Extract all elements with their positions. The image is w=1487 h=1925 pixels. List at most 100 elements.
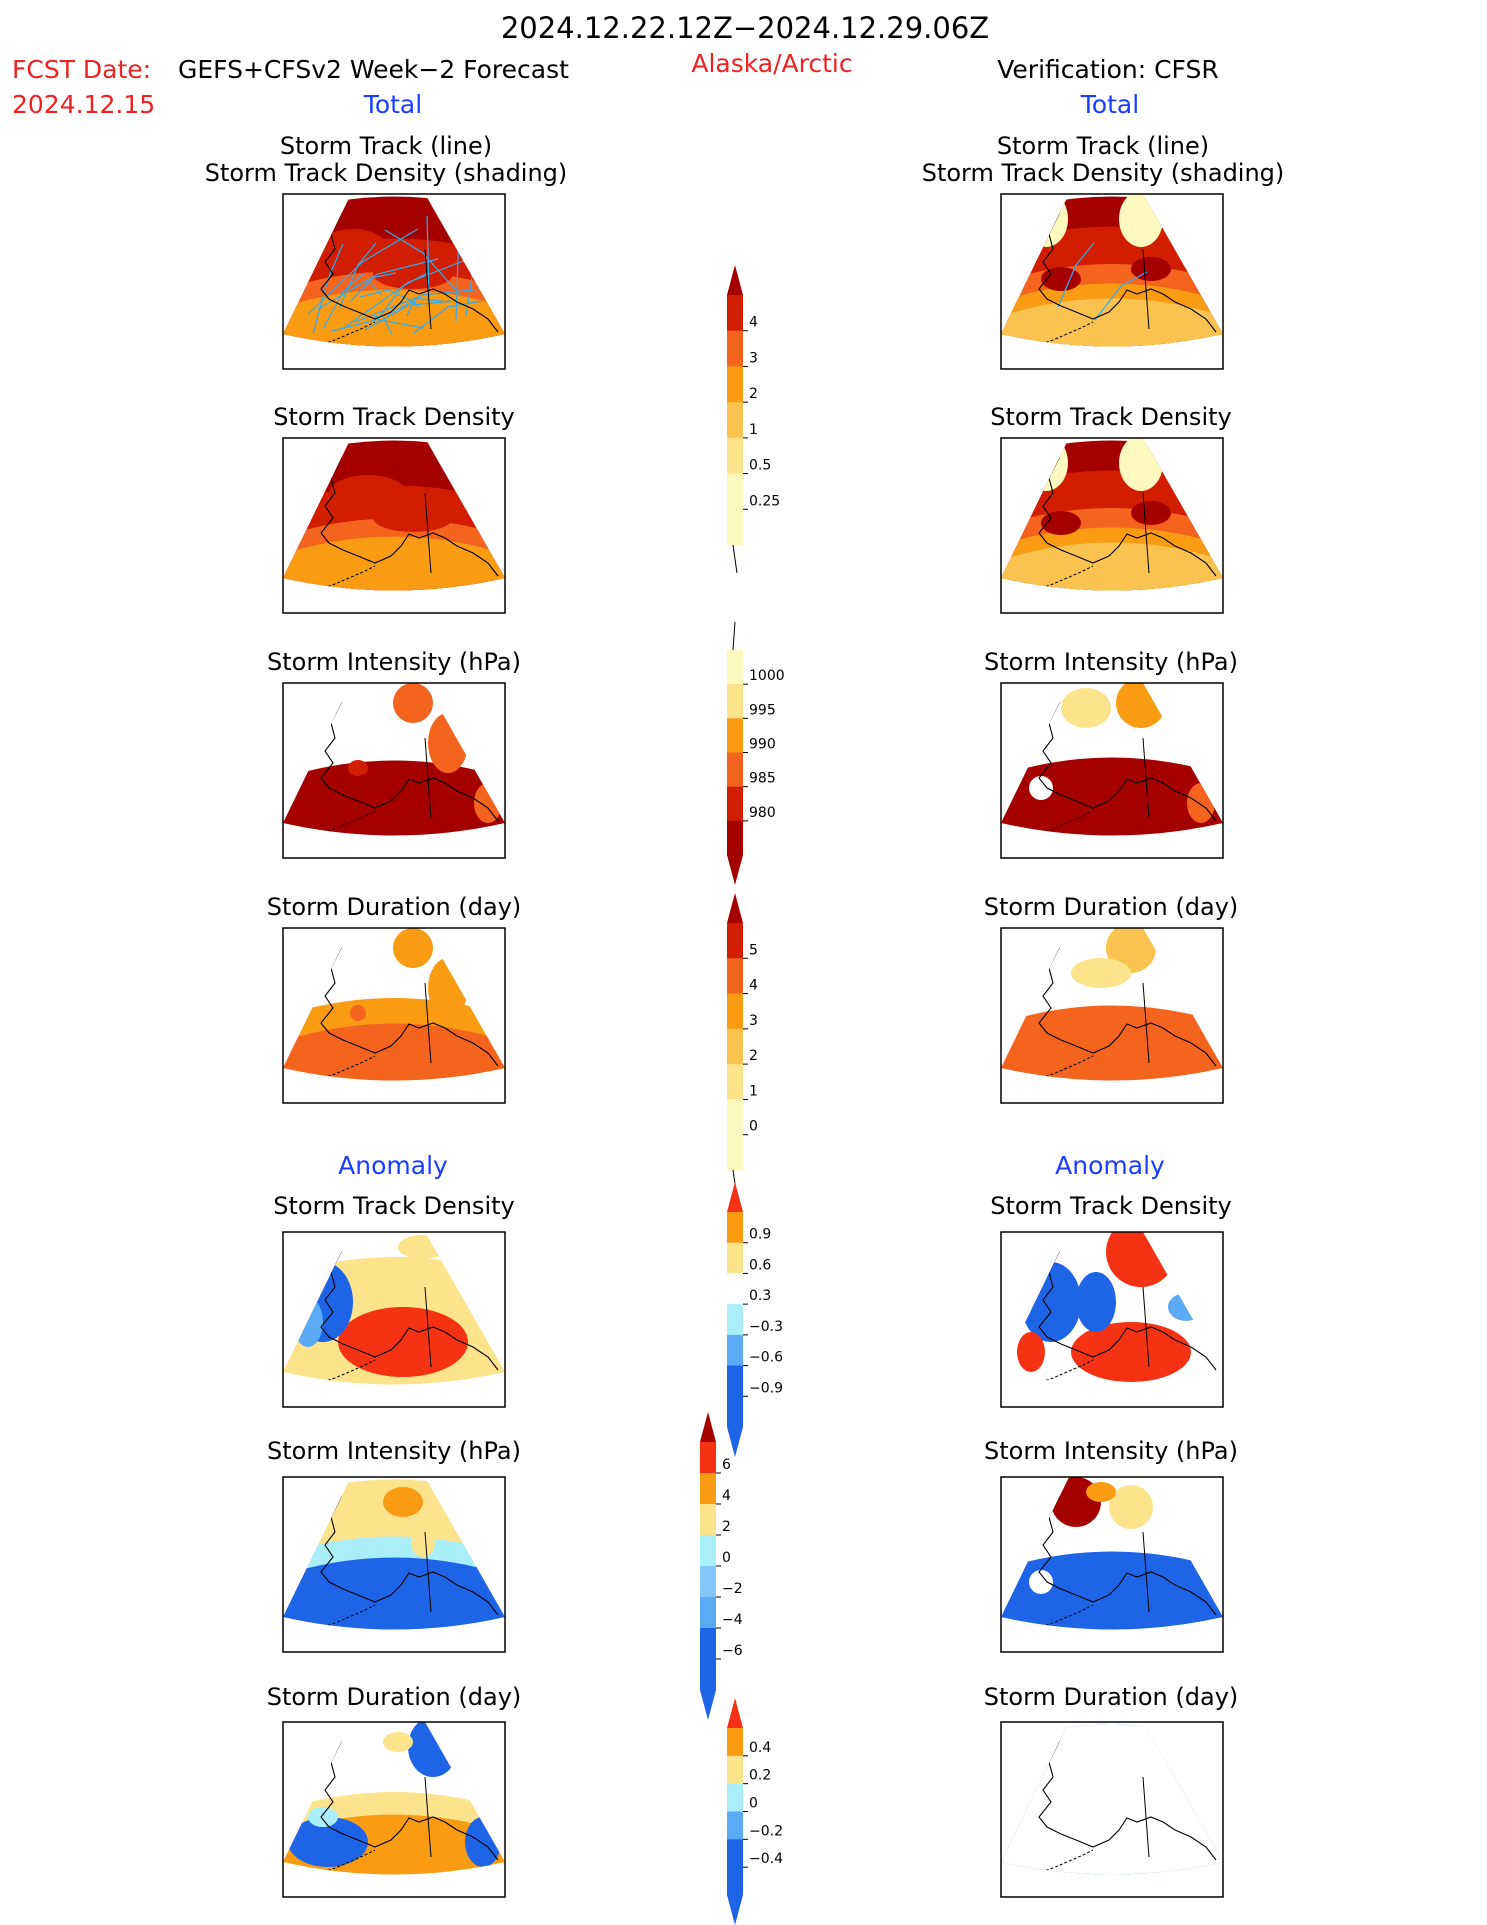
map-frame <box>1000 437 1224 614</box>
colorbar-tick-label: 3 <box>749 350 758 366</box>
colorbar-segment <box>727 1755 743 1785</box>
colorbar-tick-label: 2 <box>722 1519 731 1535</box>
colorbar-duration: 5 4 3 2 1 0 <box>727 893 758 1199</box>
shaded-cell <box>373 504 453 532</box>
panel-title-duration-left: Storm Duration (day) <box>267 893 522 921</box>
map-frame <box>1000 1476 1224 1653</box>
shaded-cell <box>348 760 368 776</box>
shaded-cell <box>318 229 388 269</box>
map-verification-anomaly-density <box>1000 1231 1224 1408</box>
shaded-cell <box>383 1487 423 1517</box>
colorbar-upper-arrow <box>727 265 743 295</box>
aleutian-islands <box>1040 321 1094 345</box>
colorbar-tick-label: 0.5 <box>749 458 771 474</box>
shaded-band <box>283 536 505 591</box>
storm-track <box>413 300 483 334</box>
colorbar-tick-label: 0.2 <box>749 1768 771 1784</box>
colorbar-tick-label: −0.4 <box>749 1851 783 1867</box>
shaded-cell <box>1168 1293 1204 1321</box>
shaded-cell <box>1071 1322 1191 1382</box>
shaded-cell <box>308 1807 338 1827</box>
us-canada-border <box>1142 1776 1150 1858</box>
colorbar-tick-label: 1 <box>749 1083 758 1099</box>
aleutian-islands <box>1040 1055 1094 1079</box>
colorbar-segment <box>727 330 743 367</box>
coastline <box>320 1726 499 1861</box>
anomaly-label-right: Anomaly <box>1055 1151 1165 1180</box>
aleutian-islands <box>322 1604 376 1628</box>
colorbar-segment <box>727 923 743 959</box>
panel-title-density-right: Storm Track Density <box>990 403 1231 431</box>
map-frame <box>1000 927 1224 1104</box>
coastline <box>320 687 499 822</box>
panel-title-anom-duration-left: Storm Duration (day) <box>267 1683 522 1711</box>
colorbar-lower-stub <box>732 544 738 574</box>
panel-title-track-line-right: Storm Track (line) <box>997 132 1209 160</box>
map-forecast-total-density <box>282 437 506 614</box>
coastline <box>1038 1726 1217 1861</box>
aleutian-islands <box>322 321 376 345</box>
colorbar-segment <box>727 1304 743 1336</box>
shaded-cell <box>1029 776 1053 800</box>
colorbar-tick-label: 0.3 <box>749 1288 771 1304</box>
shaded-cell <box>1136 1732 1166 1812</box>
map-frame <box>282 437 506 614</box>
shaded-band <box>1001 298 1223 347</box>
shaded-cell <box>350 1005 366 1021</box>
us-canada-border <box>424 737 432 819</box>
colorbar-segment <box>727 1728 743 1757</box>
colorbar-segment <box>727 820 743 856</box>
colorbar-segment <box>727 473 743 510</box>
colorbar-segment <box>700 1473 716 1505</box>
storm-track <box>426 215 430 304</box>
colorbar-lower-arrow <box>700 1690 716 1720</box>
map-frame <box>282 927 506 1104</box>
total-label-left: Total <box>363 90 422 119</box>
coastline <box>1038 687 1217 822</box>
shaded-band <box>283 760 505 836</box>
shaded-cell <box>1024 438 1068 491</box>
colorbar-tick-label: 4 <box>749 315 758 331</box>
colorbar-tick-label: 0 <box>749 1796 758 1812</box>
colorbar-upper-arrow <box>727 893 743 923</box>
region-label: Alaska/Arctic <box>691 49 852 78</box>
shaded-cell <box>1029 1570 1053 1594</box>
aleutian-islands <box>322 1849 376 1873</box>
shaded-band <box>283 1557 505 1630</box>
aleutian-islands <box>1040 565 1094 589</box>
us-canada-border <box>424 1286 432 1368</box>
aleutian-islands <box>322 565 376 589</box>
colorbar-segment <box>727 958 743 995</box>
shaded-cell <box>1024 194 1068 247</box>
us-canada-border <box>1142 1531 1150 1613</box>
anomaly-label-left: Anomaly <box>338 1151 448 1180</box>
coastline <box>320 1236 499 1371</box>
map-frame <box>282 682 506 859</box>
coastline <box>320 198 499 333</box>
colorbar-tick-label: 3 <box>749 1013 758 1029</box>
colorbar-tick-label: −0.9 <box>749 1380 783 1396</box>
shaded-cell <box>474 783 502 823</box>
colorbar-intensity: 1000 995 990 985 980 <box>727 621 785 885</box>
shaded-cell <box>1109 1485 1153 1529</box>
panel-title-anom-duration-right: Storm Duration (day) <box>984 1683 1239 1711</box>
colorbar-segment <box>727 437 743 475</box>
fcst-date-value: 2024.12.15 <box>12 90 155 119</box>
storm-track-lines <box>302 213 492 336</box>
colorbar-tick-label: 0.6 <box>749 1257 771 1273</box>
colorbar-tick-label: 980 <box>749 805 776 821</box>
shaded-cell <box>393 928 433 968</box>
map-verification-total-density <box>1000 437 1224 614</box>
colorbar-segment <box>700 1566 716 1598</box>
colorbar-upper-arrow <box>700 1412 716 1442</box>
colorbar-segment <box>727 1334 743 1367</box>
colorbar-tick-label: 0.4 <box>749 1740 771 1756</box>
map-forecast-total-track <box>282 193 506 370</box>
coastline <box>1038 198 1217 333</box>
us-canada-border <box>1142 737 1150 819</box>
colorbar-tick-label: 0 <box>749 1119 758 1135</box>
panel-title-duration-right: Storm Duration (day) <box>984 893 1239 921</box>
storm-track <box>312 243 344 335</box>
colorbar-segment <box>727 650 743 685</box>
